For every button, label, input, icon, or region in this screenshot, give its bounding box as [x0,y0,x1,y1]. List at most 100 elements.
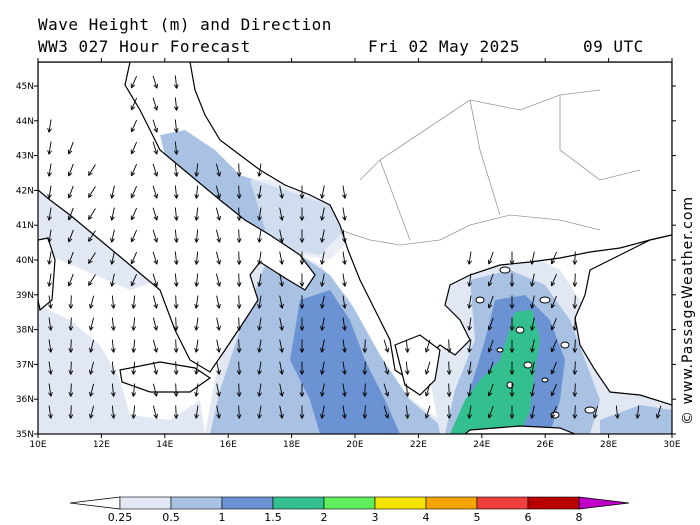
wave-arrow [89,295,95,309]
wave-arrow [404,405,410,419]
wave-arrow [320,317,325,331]
wave-arrow [130,273,138,287]
wave-arrow [89,361,95,375]
wave-arrow [467,317,472,331]
turkey-landmass [574,234,672,406]
wave-arrow [342,251,347,265]
wave-arrow [131,339,137,353]
wave-arrow [342,185,347,199]
forecast-subtitle: WW3 027 Hour Forecast [38,37,251,56]
wave-arrow [110,383,116,397]
wave-arrow [257,317,262,331]
wave-arrow [194,383,199,397]
wave-arrow [467,273,472,287]
wave-arrow [47,207,52,221]
wave-arrow [362,339,368,353]
wave-direction-arrows [47,75,662,419]
wave-arrow [279,207,284,221]
wave-arrow [424,339,431,353]
wave-arrow [130,75,138,89]
wave-arrow [279,185,284,199]
wave-arrow [215,185,221,199]
legend-label: 4 [423,511,430,524]
wave-arrow [215,273,221,287]
wave-arrow [487,405,494,419]
lat-tick-label: 42N [16,186,34,196]
wave-arrow [216,295,221,309]
credit-text: © www.PassageWeather.com [680,195,696,425]
wave-arrow [299,207,305,221]
wave-arrow [257,383,262,397]
wave-arrow [173,251,179,265]
lon-tick-label: 14E [156,440,173,450]
legend-swatch [374,496,427,510]
wave-arrow [572,383,578,397]
wave-arrow [572,273,578,287]
legend-swatch [221,496,274,510]
wave-arrow [299,405,305,419]
wave-arrow [530,405,535,419]
legend-swatch [425,496,478,510]
wave-arrow [446,361,452,375]
wave-arrow [236,229,242,243]
lat-tick-label: 44N [16,117,34,127]
wave-arrow [173,339,179,353]
wave-arrow [550,317,557,331]
wave-arrow [404,361,410,375]
wave-arrow [342,317,347,331]
wave-arrow [530,273,535,287]
wave-arrow [446,339,452,353]
wave-arrow [655,405,662,419]
wave-arrow [550,251,557,265]
wave-arrow [404,339,410,353]
crete-island [464,425,576,434]
wave-arrow [342,207,347,221]
wave-arrow [152,339,158,353]
wave-arrow [47,273,52,287]
lon-tick-label: 20E [346,440,363,450]
wave-arrow [88,252,96,264]
wave-arrow [467,361,472,375]
wave-arrow [88,186,96,198]
wave-arrow [530,317,535,331]
legend-label: 8 [576,511,583,524]
wave-arrow [216,339,221,353]
wave-arrow [67,163,74,177]
wave-band-15-2 [450,310,540,434]
wave-arrow [48,383,53,397]
wave-arrow [152,361,158,375]
wave-arrow [88,230,96,242]
wave-arrow [279,229,284,243]
wave-arrow [152,75,159,89]
wave-arrow [173,207,179,221]
wave-arrow [509,383,515,397]
wave-arrow [110,361,116,375]
lat-tick-label: 36N [16,395,34,405]
wave-arrow [236,163,242,177]
wave-arrow [257,229,262,243]
wave-band-025-05 [38,305,205,434]
lon-tick-label: 18E [283,440,300,450]
wave-arrow [152,207,159,221]
wave-arrow [194,405,199,419]
wave-arrow [194,207,200,221]
legend-label: 0.5 [162,511,180,524]
wave-arrow [152,251,159,265]
wave-arrow [68,405,74,419]
wave-arrow [342,229,347,243]
wave-arrow [152,317,158,331]
legend-label: 5 [474,511,481,524]
lon-tick-label: 16E [220,440,237,450]
wave-arrow [320,207,325,221]
wave-arrow [362,405,368,419]
wave-arrow [194,295,199,309]
wave-arrow [572,361,578,375]
wave-arrow [173,185,179,199]
wave-arrow [47,185,52,199]
wave-arrow [110,207,115,221]
wave-arrow [342,361,347,375]
wave-arrow [152,273,159,287]
wave-arrow [424,383,431,397]
wave-arrow [130,141,138,155]
